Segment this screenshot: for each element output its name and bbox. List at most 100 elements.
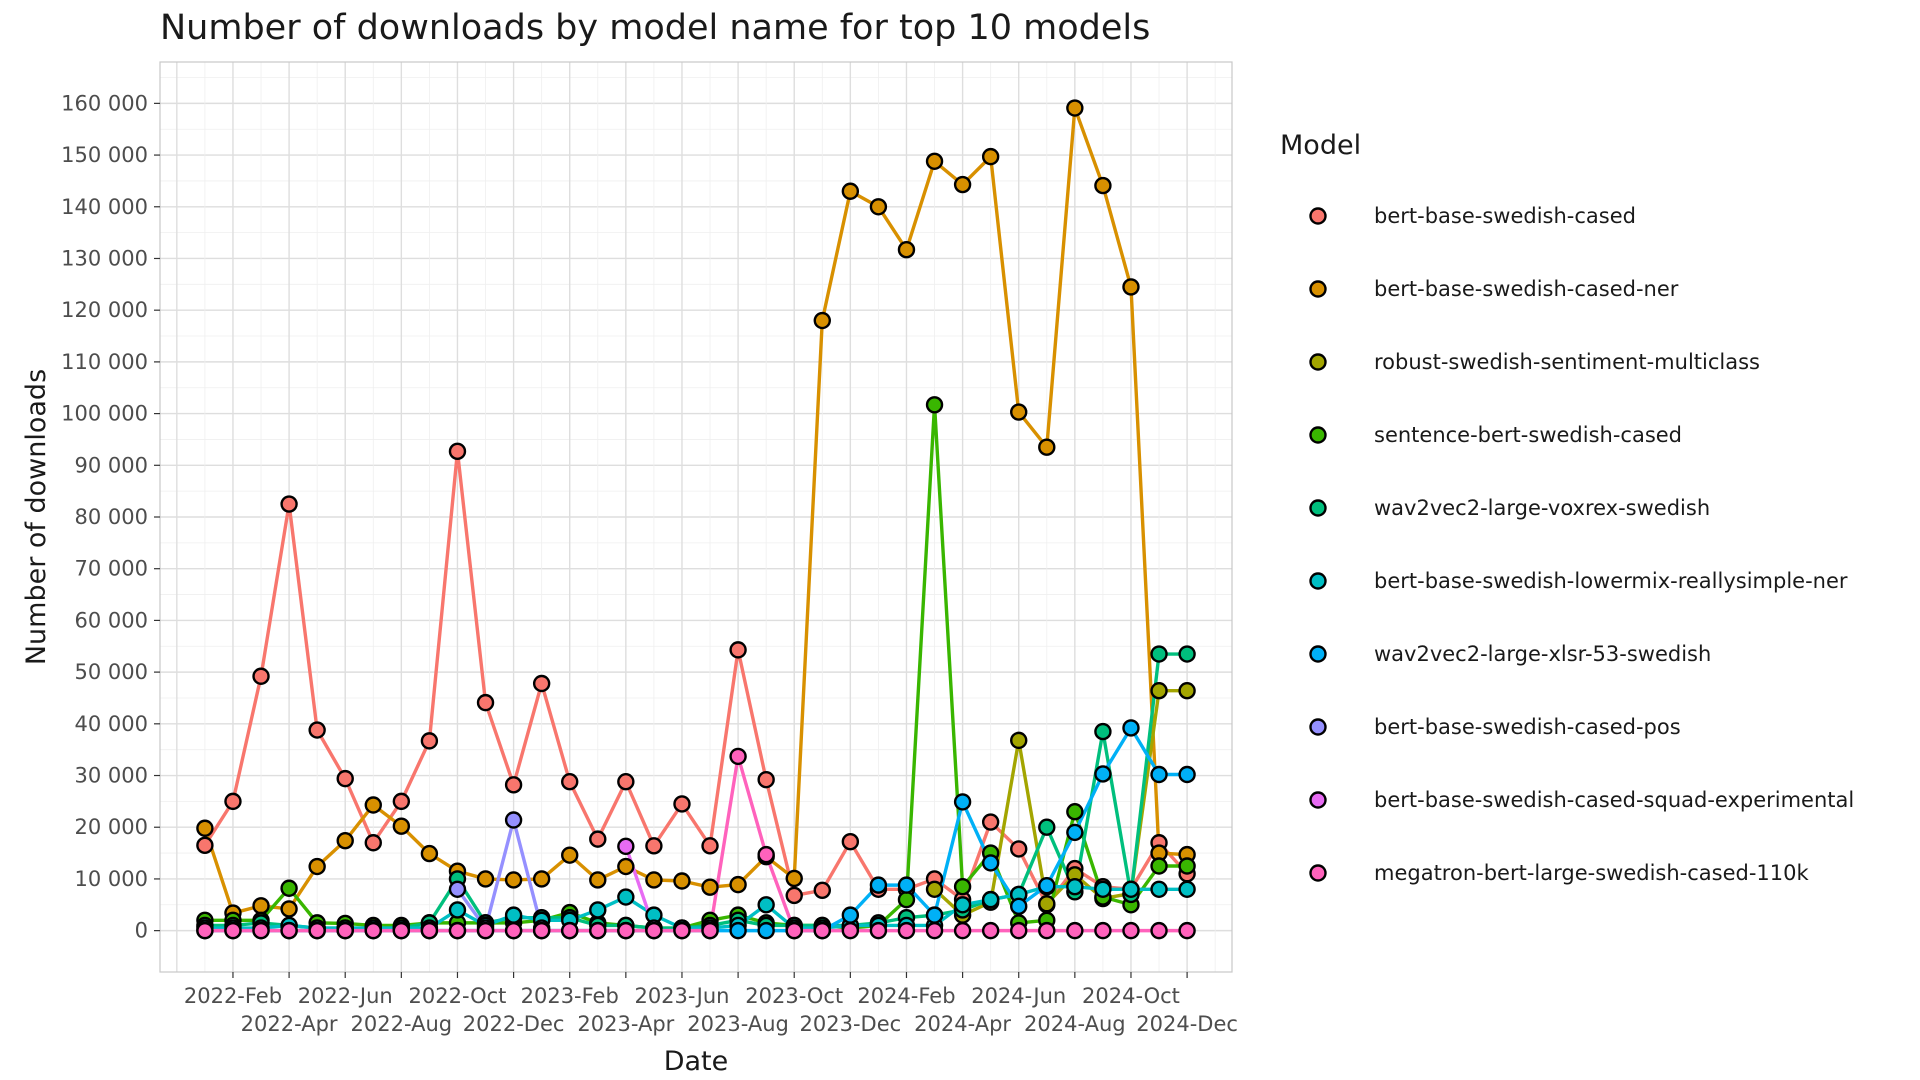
legend-label: wav2vec2-large-xlsr-53-swedish [1374, 641, 1712, 666]
data-point [925, 396, 944, 414]
legend-marker [1309, 498, 1327, 517]
data-point [841, 921, 860, 940]
data-point [617, 837, 635, 856]
data-point [1094, 176, 1112, 195]
data-point [953, 921, 972, 940]
data-point [1010, 403, 1028, 421]
data-point [729, 875, 747, 894]
x-axis-ticks: 2022-Feb 2022-Apr 2022-Jun 2022-Aug 2022-Oct… [184, 972, 1238, 1036]
legend-item: sentence-bert-swedish-cased [1280, 398, 1854, 471]
legend-marker [1309, 717, 1327, 736]
data-point [953, 896, 972, 914]
data-point [953, 877, 972, 896]
data-point [925, 906, 944, 924]
data-point [448, 880, 467, 898]
legend-marker [1309, 571, 1327, 590]
data-point [252, 667, 270, 685]
data-point [589, 901, 607, 919]
data-point [1122, 278, 1140, 296]
legend-item: wav2vec2-large-voxrex-swedish [1280, 471, 1854, 544]
data-point [532, 674, 551, 693]
y-tick-label: 70 000 [75, 557, 148, 581]
x-tick-label: 2024-Oct [1082, 984, 1180, 1008]
data-point [1094, 880, 1112, 898]
data-point [1010, 921, 1028, 940]
data-point [981, 854, 1000, 872]
data-point [1122, 719, 1140, 737]
data-point [953, 175, 972, 194]
y-tick-label: 50 000 [75, 660, 148, 684]
y-tick-label: 60 000 [75, 608, 148, 632]
data-point [504, 906, 523, 924]
data-point [1178, 645, 1196, 663]
y-tick-label: 20 000 [75, 815, 148, 839]
data-point [953, 793, 972, 811]
legend-item: wav2vec2-large-xlsr-53-swedish [1280, 617, 1854, 690]
data-point [869, 921, 888, 940]
data-point [673, 921, 691, 940]
data-point [785, 921, 803, 940]
data-point [420, 844, 439, 863]
legend-marker [1309, 644, 1327, 663]
data-point [364, 834, 382, 852]
data-point [1150, 921, 1168, 940]
data-point [757, 770, 775, 789]
y-tick-label: 80 000 [75, 505, 148, 529]
data-point [1150, 765, 1168, 784]
x-tick-label: 2022-Feb [184, 984, 282, 1008]
data-point [1038, 921, 1056, 940]
legend-item: bert-base-swedish-cased-pos [1280, 690, 1854, 763]
x-tick-label: 2024-Dec [1136, 1012, 1238, 1036]
x-tick-label: 2022-Apr [241, 1012, 338, 1036]
data-point [336, 769, 354, 788]
data-point [981, 813, 1000, 831]
data-point [841, 906, 860, 924]
y-tick-label: 120 000 [61, 298, 148, 322]
legend-label: bert-base-swedish-cased-ner [1374, 276, 1679, 301]
data-point [785, 869, 803, 888]
x-tick-label: 2023-Jun [634, 984, 729, 1008]
legend-label: bert-base-swedish-lowermix-reallysimple-… [1374, 568, 1848, 593]
data-point [1150, 857, 1168, 875]
data-point [196, 819, 214, 837]
data-point [897, 890, 916, 909]
series-line [456, 818, 544, 930]
data-point [1178, 921, 1196, 940]
data-point [1150, 880, 1168, 898]
y-tick-label: 140 000 [61, 195, 148, 219]
data-point [1178, 765, 1196, 784]
data-point [981, 890, 1000, 909]
data-point [1038, 818, 1056, 836]
data-point [841, 182, 860, 200]
data-point [224, 792, 242, 811]
data-point [1178, 682, 1196, 700]
y-tick-label: 0 [135, 919, 148, 943]
y-tick-label: 10 000 [75, 867, 148, 891]
series-line [933, 689, 1188, 917]
legend-marker [1309, 425, 1327, 444]
data-point [1178, 857, 1196, 875]
x-tick-label: 2022-Jun [298, 984, 393, 1008]
y-tick-label: 100 000 [61, 402, 148, 426]
x-tick-label: 2024-Aug [1024, 1012, 1126, 1036]
data-point [392, 817, 411, 835]
y-tick-label: 30 000 [75, 764, 148, 788]
data-point [252, 921, 270, 940]
data-point [532, 870, 551, 888]
y-tick-label: 40 000 [75, 712, 148, 736]
data-point [280, 921, 298, 940]
legend-marker [1309, 352, 1327, 371]
data-point [1178, 880, 1196, 898]
data-point [757, 921, 775, 940]
data-point [617, 857, 635, 876]
data-point [617, 921, 635, 940]
legend-item: robust-swedish-sentiment-multiclass [1280, 325, 1854, 398]
data-point [196, 836, 214, 855]
data-point [336, 831, 354, 850]
y-tick-label: 130 000 [61, 246, 148, 270]
data-point [673, 795, 691, 813]
data-point [701, 878, 719, 896]
data-point [561, 846, 579, 864]
data-point [645, 871, 663, 889]
